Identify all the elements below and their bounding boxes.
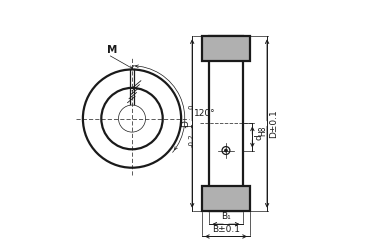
Text: -0.2: -0.2 <box>188 133 194 147</box>
Text: 1: 1 <box>185 124 194 128</box>
Text: D: D <box>181 120 190 127</box>
Text: B±0.1: B±0.1 <box>212 225 240 233</box>
Circle shape <box>225 149 227 152</box>
Bar <box>202 186 250 211</box>
Text: M: M <box>107 45 118 55</box>
Text: B₁: B₁ <box>221 212 231 221</box>
Text: d: d <box>255 134 264 140</box>
Text: 120°: 120° <box>195 109 216 118</box>
Bar <box>209 36 242 211</box>
Text: D±0.1: D±0.1 <box>270 109 279 138</box>
Bar <box>202 36 250 61</box>
Text: 0: 0 <box>188 104 194 109</box>
Text: H8: H8 <box>258 126 267 136</box>
